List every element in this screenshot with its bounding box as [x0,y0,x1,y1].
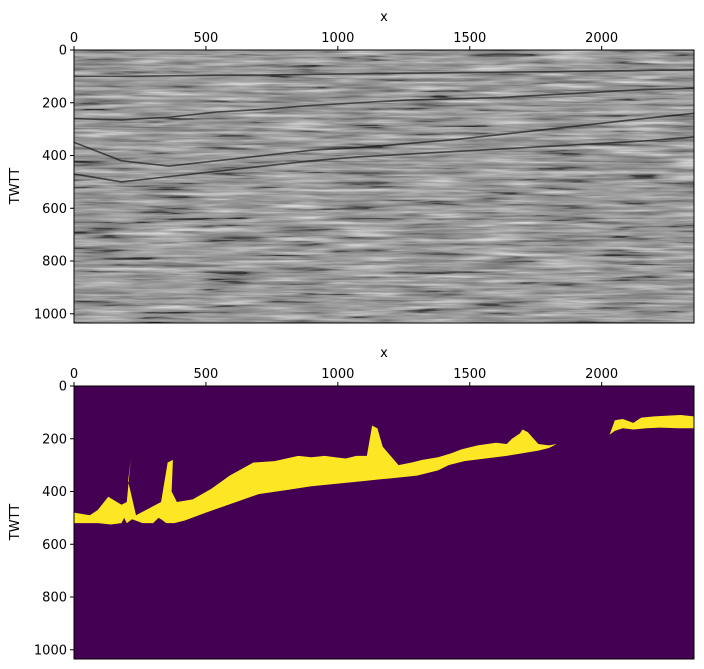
y-tick-label: 600 [42,202,67,217]
y-tick-label: 0 [59,44,67,59]
x-tick-label: 2000 [585,367,618,382]
seismic-horizon [74,136,694,183]
x-axis-ticks: 0 500 1000 1500 2000 [70,367,618,386]
y-axis-ticks: 0 200 400 600 800 1000 [34,380,74,658]
seismic-panel: 0 500 1000 1500 2000 0 200 400 600 800 1000 x TWT… [8,10,695,324]
x-tick-label: 1000 [321,367,354,382]
seismic-horizons [74,68,694,183]
y-axis-label: TWTT [8,504,23,542]
x-tick-label: 0 [70,367,78,382]
x-axis-ticks: 0 500 1000 1500 2000 [70,31,618,50]
y-tick-label: 200 [42,432,67,447]
y-tick-label: 0 [59,380,67,395]
mask-region [609,415,694,435]
y-tick-label: 400 [42,149,67,164]
y-tick-label: 1000 [34,307,67,322]
mask-background [74,386,694,659]
y-tick-label: 800 [42,591,67,606]
x-tick-label: 1500 [453,367,486,382]
x-tick-label: 500 [194,31,219,46]
y-axis-ticks: 0 200 400 600 800 1000 [34,44,74,322]
y-tick-label: 600 [42,538,67,553]
x-tick-label: 500 [194,367,219,382]
seismic-texture [74,50,694,323]
seismic-horizon [74,112,694,167]
x-axis-label: x [380,346,388,361]
seismic-frame [73,49,695,324]
mask-frame [73,385,695,660]
seismic-horizon [74,68,694,78]
y-tick-label: 200 [42,96,67,111]
seismic-horizon [74,87,694,121]
y-axis-label: TWTT [8,168,23,206]
mask-panel: 0 500 1000 1500 2000 0 200 400 600 800 1000 x TWT… [8,346,695,660]
y-tick-label: 800 [42,255,67,270]
x-axis-label: x [380,10,388,25]
x-tick-label: 1000 [321,31,354,46]
x-tick-label: 0 [70,31,78,46]
y-tick-label: 400 [42,485,67,500]
x-tick-label: 1500 [453,31,486,46]
mask-region [74,425,557,525]
mask-regions [74,415,694,525]
y-tick-label: 1000 [34,643,67,658]
x-tick-label: 2000 [585,31,618,46]
